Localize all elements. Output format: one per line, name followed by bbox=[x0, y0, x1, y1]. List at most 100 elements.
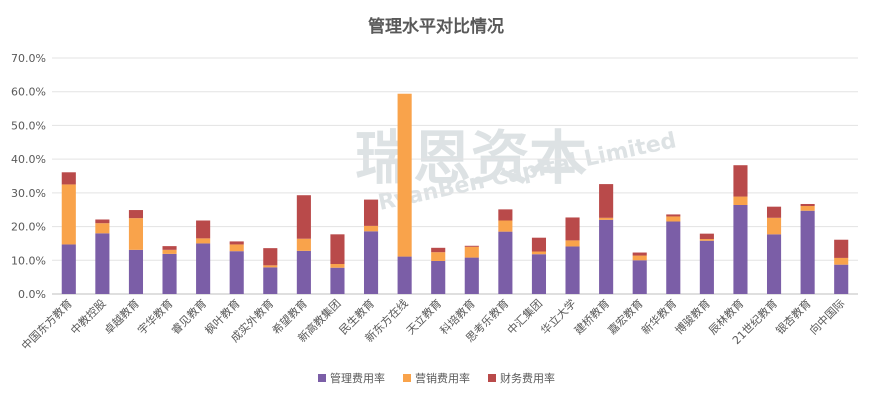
bar-segment-1 bbox=[431, 260, 446, 294]
legend: 管理费用率 营销费用率 财务费用率 bbox=[318, 371, 555, 385]
bar-segment-3 bbox=[599, 184, 614, 218]
bar-segment-3 bbox=[498, 209, 513, 221]
bar-segment-2 bbox=[733, 196, 748, 205]
bar-segment-3 bbox=[229, 241, 244, 245]
bar-segment-3 bbox=[296, 195, 311, 239]
bar-segment-3 bbox=[196, 220, 211, 239]
bar-segment-1 bbox=[733, 204, 748, 294]
bar-segment-1 bbox=[632, 260, 647, 294]
bar-segment-1 bbox=[834, 264, 849, 294]
bar-segment-2 bbox=[363, 225, 379, 232]
x-category-label: 华立大学 bbox=[538, 296, 579, 337]
bar-segment-2 bbox=[800, 206, 815, 211]
legend-label: 营销费用率 bbox=[415, 371, 470, 385]
bar-segment-2 bbox=[128, 218, 144, 250]
bar-segment-1 bbox=[699, 240, 714, 294]
bar-segment-1 bbox=[397, 256, 412, 294]
bar-segment-2 bbox=[397, 93, 412, 257]
bar-segment-3 bbox=[733, 165, 748, 197]
y-tick-label: 0.0% bbox=[18, 288, 46, 301]
bar-segment-2 bbox=[162, 249, 177, 254]
bar-segment-1 bbox=[196, 243, 211, 294]
bar-segment-2 bbox=[565, 240, 580, 247]
bar-segment-2 bbox=[531, 251, 547, 255]
bar-segment-1 bbox=[766, 234, 782, 294]
gridlines bbox=[52, 57, 858, 295]
legend-swatch bbox=[488, 374, 496, 382]
legend-swatch bbox=[403, 374, 411, 382]
x-category-label: 天立教育 bbox=[403, 296, 444, 337]
bar-segment-3 bbox=[464, 245, 479, 247]
bar-segment-1 bbox=[263, 267, 278, 294]
bar-segment-2 bbox=[766, 217, 782, 235]
bar-segment-1 bbox=[162, 253, 177, 294]
bar-segment-1 bbox=[296, 250, 311, 294]
x-category-label: 卓越教育 bbox=[101, 296, 142, 337]
bar-segment-2 bbox=[498, 220, 513, 232]
bars bbox=[61, 93, 849, 294]
bar-segment-3 bbox=[128, 210, 144, 219]
bar-segment-2 bbox=[699, 239, 714, 241]
y-tick-label: 60.0% bbox=[11, 86, 46, 99]
bar-segment-1 bbox=[666, 221, 681, 294]
bar-segment-2 bbox=[263, 265, 278, 268]
bar-segment-2 bbox=[196, 238, 211, 244]
bar-segment-3 bbox=[61, 172, 76, 185]
bar-segment-1 bbox=[800, 210, 815, 294]
x-category-label: 向中国际 bbox=[806, 296, 847, 337]
bar-segment-1 bbox=[531, 254, 547, 294]
x-category-label: 睿见教育 bbox=[168, 296, 209, 337]
y-tick-label: 30.0% bbox=[11, 187, 46, 200]
legend-label: 财务费用率 bbox=[500, 371, 555, 385]
y-tick-label: 10.0% bbox=[11, 254, 46, 267]
x-category-label: 新华教育 bbox=[638, 296, 679, 337]
bar-segment-2 bbox=[464, 246, 479, 258]
y-tick-label: 40.0% bbox=[11, 153, 46, 166]
x-category-label: 中汇集团 bbox=[504, 296, 545, 337]
bar-segment-1 bbox=[229, 251, 244, 294]
bar-segment-2 bbox=[599, 217, 614, 220]
bar-segment-1 bbox=[565, 246, 580, 294]
y-tick-label: 50.0% bbox=[11, 119, 46, 132]
bar-segment-3 bbox=[95, 219, 110, 224]
legend-label: 管理费用率 bbox=[330, 371, 385, 385]
watermark-text-cn: 瑞恩资本 bbox=[355, 124, 587, 192]
x-category-label: 银杏教育 bbox=[773, 296, 814, 337]
x-axis-category-labels: 中国东方教育中教控股卓越教育宇华教育睿见教育枫叶教育成实外教育希望教育新高教集团… bbox=[18, 296, 847, 353]
bar-segment-1 bbox=[95, 233, 110, 294]
bar-segment-3 bbox=[531, 237, 547, 252]
bar-segment-2 bbox=[95, 223, 110, 234]
x-category-label: 嘉宏教育 bbox=[605, 296, 646, 337]
bar-segment-1 bbox=[498, 231, 513, 294]
x-category-label: 博骏教育 bbox=[672, 296, 713, 337]
bar-segment-1 bbox=[61, 244, 76, 294]
y-axis-tick-labels: 0.0% 10.0% 20.0% 30.0% 40.0% 50.0% 60.0% 70.0% bbox=[11, 52, 46, 301]
legend-swatch bbox=[318, 374, 326, 382]
x-category-label: 建桥教育 bbox=[571, 296, 612, 337]
bar-segment-3 bbox=[666, 214, 681, 217]
bar-segment-2 bbox=[61, 184, 76, 245]
bar-segment-3 bbox=[431, 247, 446, 253]
x-category-label: 中国东方教育 bbox=[18, 296, 75, 353]
bar-segment-3 bbox=[330, 234, 345, 264]
bar-segment-3 bbox=[834, 239, 849, 258]
bar-segment-2 bbox=[229, 244, 244, 252]
bar-segment-1 bbox=[599, 219, 614, 294]
bar-segment-3 bbox=[565, 217, 580, 241]
bar-segment-3 bbox=[162, 246, 177, 250]
bar-segment-2 bbox=[296, 238, 311, 251]
bar-segment-2 bbox=[834, 257, 849, 265]
bar-segment-3 bbox=[766, 206, 782, 218]
bar-segment-2 bbox=[431, 252, 446, 261]
bar-segment-3 bbox=[263, 248, 278, 266]
bar-segment-1 bbox=[128, 249, 144, 294]
bar-segment-3 bbox=[800, 203, 815, 207]
y-tick-label: 20.0% bbox=[11, 221, 46, 234]
x-category-label: 中教控股 bbox=[67, 296, 108, 337]
bar-segment-2 bbox=[666, 216, 681, 222]
bar-segment-2 bbox=[632, 255, 647, 261]
bar-segment-1 bbox=[363, 231, 379, 294]
bar-segment-1 bbox=[464, 257, 479, 294]
